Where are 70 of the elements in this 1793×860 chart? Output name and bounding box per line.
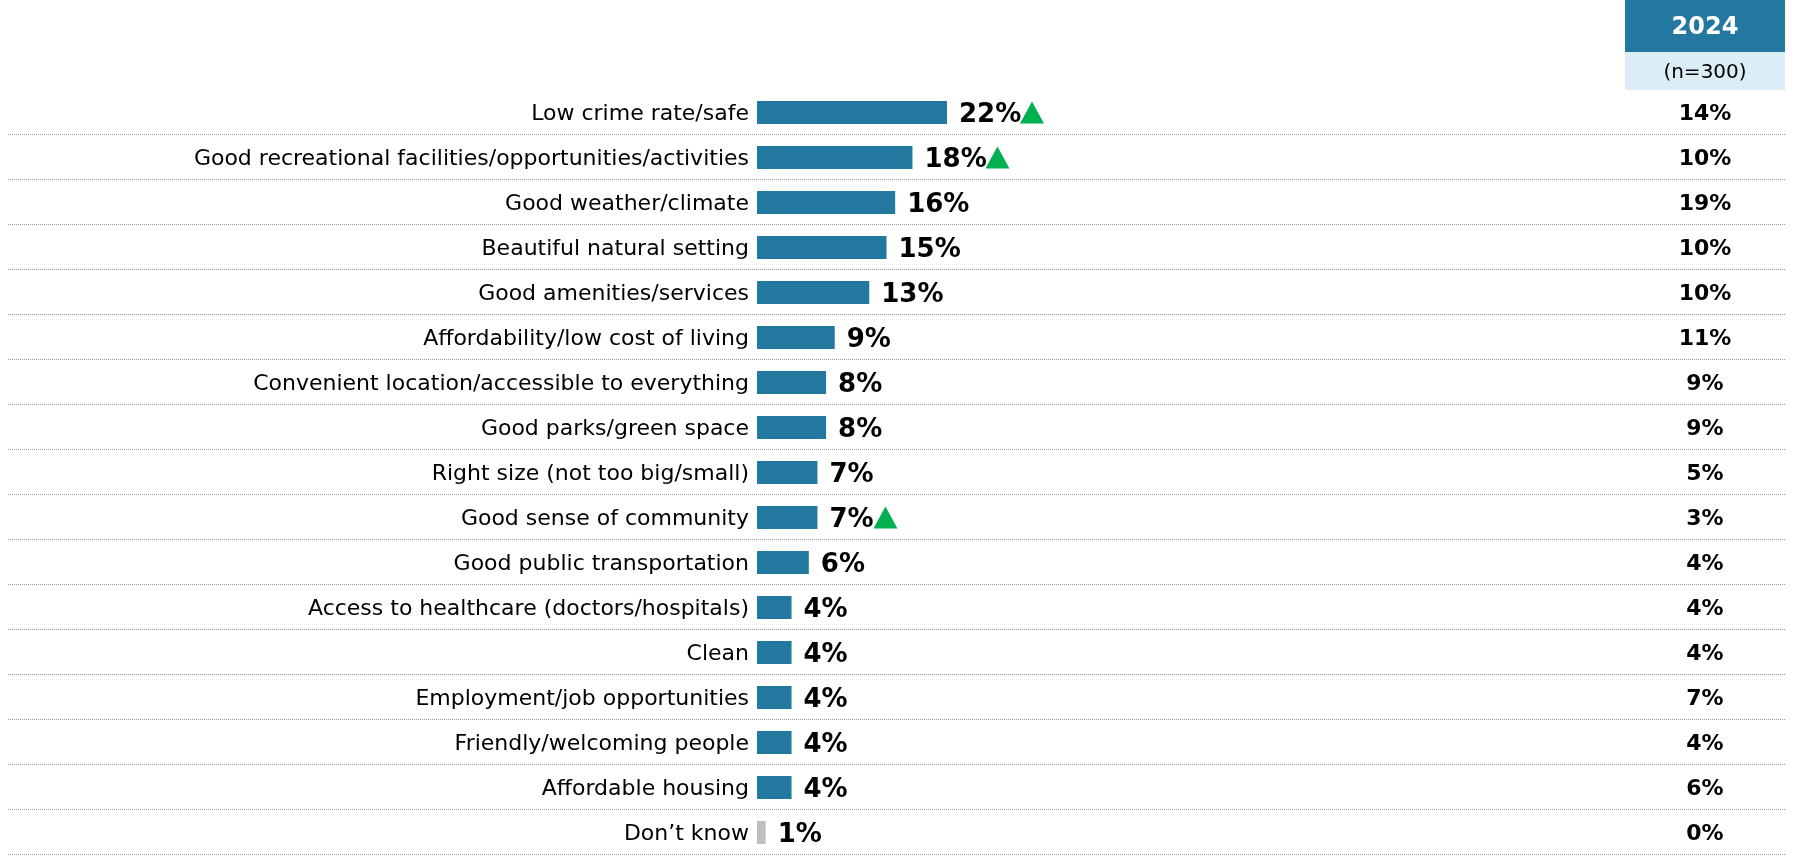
text: 9%	[1685, 414, 1725, 442]
bar	[757, 146, 913, 169]
bar	[757, 371, 827, 394]
data-label: 7%	[829, 502, 874, 533]
y-tick-label: Good weather/climate	[505, 190, 749, 216]
text: 4%	[1685, 549, 1725, 577]
bar	[757, 686, 792, 709]
data-label: 7%	[829, 457, 874, 488]
y-tick-label: Access to healthcare (doctors/hospitals)	[307, 595, 749, 621]
y-tick-label: Right size (not too big/small)	[431, 460, 749, 486]
text: 11%	[1677, 324, 1733, 352]
bar	[757, 776, 792, 799]
data-label: 8%	[838, 367, 883, 398]
y-tick-label: Beautiful natural setting	[481, 235, 749, 261]
y-tick-label: Good public transportation	[453, 550, 749, 576]
bar	[757, 326, 835, 349]
text: 6%	[1685, 774, 1725, 802]
y-tick-label: Good recreational facilities/opportunities/activities	[193, 145, 749, 171]
data-label: 8%	[838, 412, 883, 443]
text: 19%	[1677, 189, 1733, 217]
y-tick-label: Don’t know	[623, 820, 750, 846]
data-label: 16%	[907, 187, 970, 218]
text: (n=300)	[1625, 52, 1785, 90]
text: 4%	[1685, 594, 1725, 622]
data-label: 18%	[924, 142, 987, 173]
y-tick-label: Good parks/green space	[480, 415, 749, 441]
bar	[757, 101, 947, 124]
y-tick-label: Low crime rate/safe	[531, 100, 749, 126]
data-label: 15%	[898, 232, 961, 263]
data-label: 9%	[846, 322, 891, 353]
bar	[757, 461, 818, 484]
bar	[757, 416, 827, 439]
y-tick-label: Affordable housing	[541, 775, 749, 801]
text: 0%	[1685, 819, 1725, 847]
data-label: 4%	[803, 727, 848, 758]
y-tick-label: Affordability/low cost of living	[423, 325, 749, 351]
bar	[757, 236, 887, 259]
y-tick-label: Employment/job opportunities	[415, 685, 749, 711]
y-tick-label: Good sense of community	[460, 505, 749, 531]
bar	[757, 281, 870, 304]
y-tick-label: Convenient location/accessible to everything	[253, 370, 749, 396]
bar	[757, 821, 766, 844]
text: 10%	[1677, 279, 1733, 307]
bar	[757, 506, 818, 529]
y-tick-label: Good amenities/services	[478, 280, 749, 306]
text: 4%	[1685, 729, 1725, 757]
bar	[757, 731, 792, 754]
text: 10%	[1677, 234, 1733, 262]
data-label: 4%	[803, 682, 848, 713]
text: 4%	[1685, 639, 1725, 667]
data-label: 1%	[777, 817, 822, 848]
data-label: 4%	[803, 637, 848, 668]
bar	[757, 191, 896, 214]
data-label: 6%	[820, 547, 865, 578]
text: 5%	[1685, 459, 1725, 487]
text: 3%	[1685, 504, 1725, 532]
text: 2024	[1625, 0, 1785, 52]
bar	[757, 596, 792, 619]
data-label: 4%	[803, 592, 848, 623]
text: 10%	[1677, 144, 1733, 172]
bar	[757, 641, 792, 664]
bar	[757, 551, 809, 574]
data-label: 4%	[803, 772, 848, 803]
data-label: 13%	[881, 277, 944, 308]
text: 7%	[1685, 684, 1725, 712]
text: 9%	[1685, 369, 1725, 397]
y-tick-label: Clean	[686, 640, 749, 666]
text: 14%	[1677, 99, 1733, 127]
y-tick-label: Friendly/welcoming people	[454, 730, 749, 756]
data-label: 22%	[959, 97, 1022, 128]
